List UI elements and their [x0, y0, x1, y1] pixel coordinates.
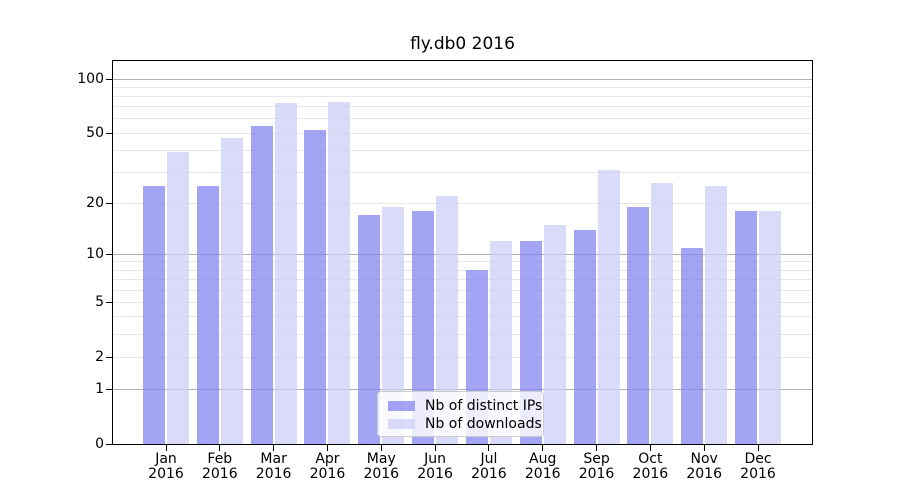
x-tick-label: Feb 2016 — [201, 451, 238, 482]
bar-nb-of-downloads-mar-2016 — [274, 102, 297, 444]
x-tick-mark — [380, 445, 382, 451]
x-tick-mark — [596, 445, 598, 451]
bar-nb-of-distinct-ips-dec-2016 — [735, 211, 757, 444]
y-tick-label: 100 — [77, 71, 104, 88]
y-tick-mark — [106, 132, 112, 134]
bar-nb-of-downloads-oct-2016 — [651, 183, 674, 444]
x-tick-label: Oct 2016 — [632, 451, 669, 482]
gridline-minor — [113, 132, 812, 134]
x-tick-label: Jun 2016 — [417, 451, 453, 482]
legend-item-distinct-ips: Nb of distinct IPs — [388, 397, 542, 415]
x-tick-label: Apr 2016 — [309, 451, 346, 482]
gridline-minor — [113, 149, 812, 151]
x-tick-label: Jul 2016 — [471, 451, 507, 482]
x-tick-label: Jan 2016 — [148, 451, 184, 482]
bar-nb-of-distinct-ips-mar-2016 — [250, 125, 273, 444]
bar-nb-of-distinct-ips-nov-2016 — [681, 247, 704, 444]
bar-nb-of-downloads-jan-2016 — [167, 152, 189, 444]
y-tick-label: 1 — [95, 381, 104, 398]
y-tick-mark — [106, 388, 112, 390]
y-tick-label: 20 — [86, 195, 104, 212]
bar-nb-of-distinct-ips-jun-2016 — [412, 211, 435, 444]
x-tick-mark — [757, 445, 759, 451]
x-tick-mark — [649, 445, 651, 451]
x-tick-label: Nov 2016 — [686, 451, 722, 482]
gridline-minor — [113, 333, 812, 335]
gridline-minor — [113, 86, 812, 88]
gridline-minor — [113, 289, 812, 291]
plot-area: Nb of distinct IPs Nb of downloads — [106, 60, 813, 451]
gridline-major — [113, 78, 812, 80]
gridline-minor — [113, 96, 812, 98]
y-tick-label: 50 — [86, 125, 104, 142]
x-tick-mark — [273, 445, 275, 451]
y-tick-mark — [106, 301, 112, 303]
legend-item-downloads: Nb of downloads — [388, 415, 542, 433]
bar-nb-of-distinct-ips-oct-2016 — [627, 207, 650, 444]
chart-title: fly.db0 2016 — [410, 34, 515, 54]
gridline-minor — [113, 316, 812, 318]
y-tick-mark — [106, 202, 112, 204]
y-tick-label: 5 — [95, 294, 104, 311]
legend-label-distinct-ips: Nb of distinct IPs — [425, 398, 543, 414]
bar-nb-of-downloads-jun-2016 — [436, 196, 459, 444]
bar-nb-of-distinct-ips-sep-2016 — [573, 229, 596, 444]
bar-nb-of-distinct-ips-may-2016 — [358, 215, 381, 444]
y-tick-mark — [106, 356, 112, 358]
bar-nb-of-distinct-ips-feb-2016 — [196, 186, 219, 444]
y-tick-label: 10 — [86, 246, 104, 263]
legend-swatch-distinct-ips — [388, 401, 415, 411]
y-tick-label: 2 — [95, 349, 104, 366]
bar-nb-of-distinct-ips-jan-2016 — [143, 186, 165, 444]
y-tick-mark — [106, 253, 112, 255]
x-tick-mark — [434, 445, 436, 451]
legend-swatch-downloads — [388, 419, 415, 429]
x-tick-label: Aug 2016 — [524, 451, 561, 482]
x-tick-label: May 2016 — [363, 451, 400, 482]
legend: Nb of distinct IPs Nb of downloads — [377, 391, 544, 437]
bar-nb-of-downloads-may-2016 — [382, 207, 405, 444]
bar-nb-of-downloads-aug-2016 — [543, 224, 566, 444]
x-tick-label: Mar 2016 — [255, 451, 292, 482]
bar-nb-of-downloads-feb-2016 — [220, 137, 243, 444]
x-tick-mark — [326, 445, 328, 451]
gridline-minor — [113, 269, 812, 271]
y-tick-mark — [106, 443, 112, 445]
x-tick-mark — [165, 445, 167, 451]
gridline-minor — [113, 301, 812, 303]
y-tick-label: 0 — [95, 436, 104, 452]
x-tick-mark — [542, 445, 544, 451]
x-tick-mark — [488, 445, 490, 451]
x-tick-label: Dec 2016 — [740, 451, 776, 482]
bar-nb-of-distinct-ips-apr-2016 — [304, 130, 327, 444]
y-tick-mark — [106, 78, 112, 80]
gridline-minor — [113, 106, 812, 108]
legend-label-downloads: Nb of downloads — [425, 416, 542, 432]
gridline-minor — [113, 171, 812, 173]
x-tick-label: Sep 2016 — [578, 451, 615, 482]
x-tick-mark — [703, 445, 705, 451]
gridline-minor — [113, 118, 812, 120]
gridline-minor — [113, 279, 812, 281]
gridline-minor — [113, 261, 812, 263]
gridline-major — [113, 388, 812, 390]
bar-nb-of-downloads-apr-2016 — [328, 101, 351, 444]
gridline-major — [113, 253, 812, 255]
bar-nb-of-downloads-nov-2016 — [705, 186, 728, 444]
x-tick-mark — [219, 445, 221, 451]
gridline-minor — [113, 202, 812, 204]
bar-nb-of-downloads-dec-2016 — [759, 211, 781, 444]
bar-nb-of-downloads-sep-2016 — [597, 169, 620, 444]
gridline-minor — [113, 356, 812, 358]
